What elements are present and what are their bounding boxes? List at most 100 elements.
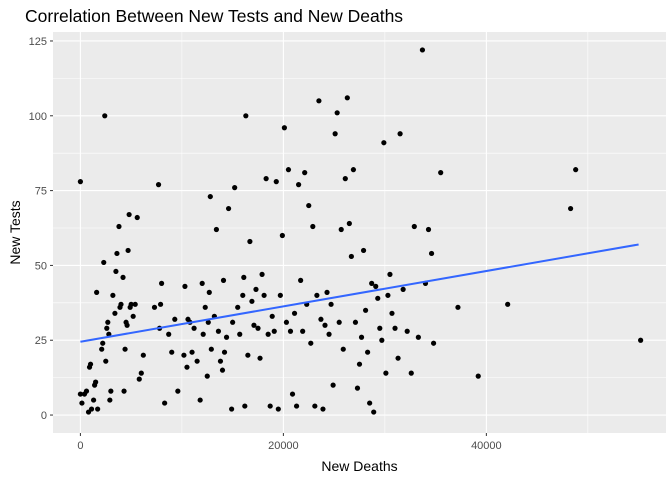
data-point: [126, 211, 132, 218]
data-point: [191, 325, 197, 331]
data-point: [360, 247, 367, 254]
data-point: [265, 331, 271, 337]
y-tick-label: 25: [35, 335, 47, 347]
data-point: [215, 328, 222, 334]
data-point: [182, 283, 188, 289]
data-point: [138, 370, 144, 376]
data-point: [99, 346, 105, 352]
data-point: [408, 370, 414, 376]
data-point: [330, 382, 336, 388]
data-point: [567, 205, 574, 212]
data-point: [369, 280, 375, 286]
data-point: [389, 310, 395, 316]
data-point: [310, 223, 316, 230]
data-point: [134, 214, 140, 221]
data-point: [107, 397, 113, 403]
data-point: [229, 406, 235, 412]
data-point: [172, 316, 178, 322]
data-point: [155, 182, 162, 188]
data-point: [358, 334, 365, 340]
data-point: [249, 298, 255, 304]
data-point: [175, 388, 181, 394]
data-point: [300, 328, 306, 334]
data-point: [318, 316, 324, 322]
y-axis: 0 25 50 75 100 125: [29, 36, 53, 422]
data-point: [235, 304, 241, 310]
data-point: [243, 113, 249, 119]
x-tick-label: 40000: [471, 440, 502, 452]
data-point: [241, 274, 247, 280]
data-point: [308, 340, 314, 346]
data-point: [205, 319, 211, 325]
data-point: [419, 47, 426, 53]
major-gridlines: [53, 32, 666, 433]
data-point: [242, 403, 248, 409]
data-point: [354, 385, 361, 391]
data-point: [411, 223, 417, 230]
data-point: [283, 319, 290, 325]
data-point: [225, 205, 232, 212]
data-point: [348, 253, 354, 260]
trend-line: [80, 243, 639, 343]
y-tick-label: 50: [35, 260, 47, 272]
data-point: [377, 325, 383, 331]
data-point: [132, 301, 138, 307]
data-point: [340, 346, 346, 352]
data-point: [298, 277, 304, 283]
data-point: [263, 176, 269, 182]
data-point: [296, 182, 302, 188]
data-point: [223, 334, 230, 340]
data-point: [430, 340, 437, 346]
data-point: [400, 286, 406, 292]
data-point: [281, 125, 287, 131]
data-point: [121, 388, 127, 394]
data-point: [181, 352, 187, 358]
data-point: [87, 361, 94, 367]
minor-gridlines: [53, 32, 666, 433]
data-point: [77, 391, 84, 397]
data-point: [204, 373, 210, 379]
data-point: [251, 322, 257, 328]
data-point: [381, 140, 387, 146]
x-tick-label: 20000: [268, 440, 299, 452]
data-point: [332, 131, 338, 137]
data-point: [415, 334, 421, 340]
data-point: [350, 167, 357, 173]
data-point: [169, 349, 175, 355]
data-point: [438, 170, 444, 176]
data-point: [83, 388, 90, 394]
data-point: [322, 322, 328, 328]
data-point: [312, 403, 318, 409]
y-tick-label: 0: [41, 410, 47, 422]
data-point: [88, 406, 95, 412]
data-point: [101, 259, 107, 266]
data-point: [392, 325, 398, 331]
data-point: [221, 349, 228, 355]
data-point: [202, 304, 208, 310]
data-point: [573, 167, 579, 173]
data-point: [245, 352, 251, 358]
x-axis: 0 20000 40000: [77, 433, 502, 452]
data-point: [404, 328, 410, 334]
data-point: [213, 226, 219, 233]
data-point: [505, 301, 511, 307]
data-point: [387, 271, 393, 277]
data-point: [255, 325, 261, 331]
data-point: [114, 250, 120, 257]
data-point: [247, 238, 253, 245]
data-point: [162, 400, 168, 406]
data-point: [259, 271, 265, 277]
data-point: [105, 319, 111, 325]
data-point: [289, 391, 296, 397]
data-point: [79, 400, 85, 406]
data-point: [267, 403, 273, 409]
data-point: [136, 376, 142, 382]
data-point: [95, 406, 101, 412]
data-point: [338, 226, 344, 233]
data-point: [113, 268, 119, 275]
data-point: [112, 310, 118, 316]
data-point: [128, 301, 134, 307]
y-tick-label: 125: [29, 36, 47, 48]
data-point: [232, 185, 238, 191]
